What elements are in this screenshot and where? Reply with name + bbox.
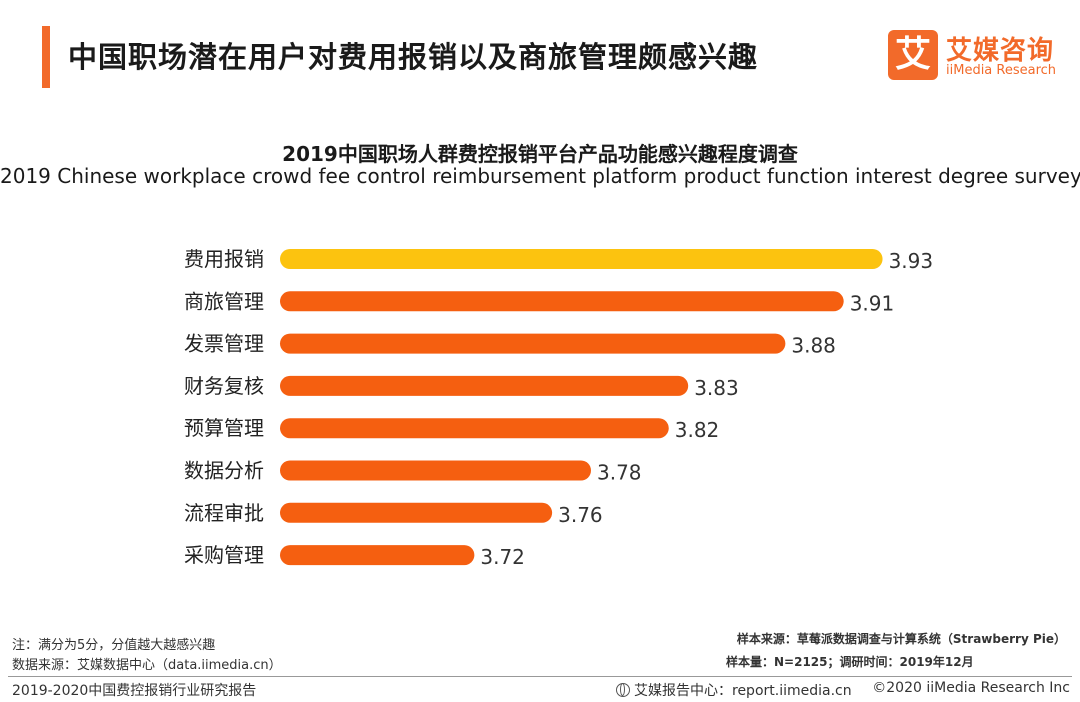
logo-en-text: iiMedia Research bbox=[946, 63, 1057, 78]
bar bbox=[280, 502, 553, 523]
chart-subtitle: 2019 Chinese workplace crowd fee control… bbox=[0, 164, 1080, 188]
bar bbox=[280, 418, 669, 439]
value-label: 3.76 bbox=[558, 503, 603, 527]
title-accent-bar bbox=[42, 26, 50, 88]
footer-divider bbox=[8, 676, 1072, 677]
category-label: 流程审批 bbox=[184, 501, 264, 525]
chart-title: 2019中国职场人群费控报销平台产品功能感兴趣程度调查 bbox=[282, 142, 798, 166]
iimedia-logo[interactable]: 艾 艾媒咨询 iiMedia Research bbox=[888, 30, 1068, 84]
value-label: 3.88 bbox=[791, 334, 836, 358]
bar bbox=[280, 375, 689, 396]
report-name: 2019-2020中国费控报销行业研究报告 bbox=[12, 683, 257, 699]
value-label: 3.91 bbox=[850, 291, 895, 315]
value-label: 3.93 bbox=[889, 249, 934, 273]
logo-mark: 艾 bbox=[888, 30, 938, 80]
category-label: 商旅管理 bbox=[184, 289, 264, 313]
bar bbox=[280, 545, 475, 566]
scale-note: 注：满分为5分，分值越大越感兴趣 bbox=[12, 638, 216, 653]
category-label: 数据分析 bbox=[184, 459, 264, 483]
bar bbox=[280, 460, 591, 481]
sample-source-note: 样本来源：草莓派数据调查与计算系统（Strawberry Pie） bbox=[736, 632, 1066, 646]
category-label: 费用报销 bbox=[184, 247, 264, 271]
page-title: 中国职场潜在用户对费用报销以及商旅管理颇感兴趣 bbox=[68, 40, 759, 74]
bar bbox=[280, 291, 844, 312]
category-label: 采购管理 bbox=[184, 543, 264, 567]
value-label: 3.78 bbox=[597, 461, 642, 485]
category-label: 财务复核 bbox=[184, 374, 264, 398]
value-label: 3.83 bbox=[694, 376, 739, 400]
category-label: 发票管理 bbox=[184, 332, 264, 356]
bar bbox=[280, 333, 786, 354]
bar bbox=[280, 249, 883, 269]
category-label: 预算管理 bbox=[184, 416, 264, 440]
report-center-text: 艾媒报告中心：report.iimedia.cn bbox=[634, 683, 852, 699]
value-label: 3.72 bbox=[480, 545, 525, 569]
sample-size-note: 样本量：N=2125；调研时间：2019年12月 bbox=[726, 655, 974, 669]
copyright: ©2020 iiMedia Research Inc bbox=[872, 680, 1070, 696]
globe-icon bbox=[616, 683, 630, 697]
report-center-link[interactable]: 艾媒报告中心：report.iimedia.cn bbox=[616, 680, 852, 700]
data-source-note: 数据来源：艾媒数据中心（data.iimedia.cn） bbox=[12, 658, 282, 673]
logo-cn-text: 艾媒咨询 bbox=[946, 36, 1055, 66]
value-label: 3.82 bbox=[675, 418, 720, 442]
